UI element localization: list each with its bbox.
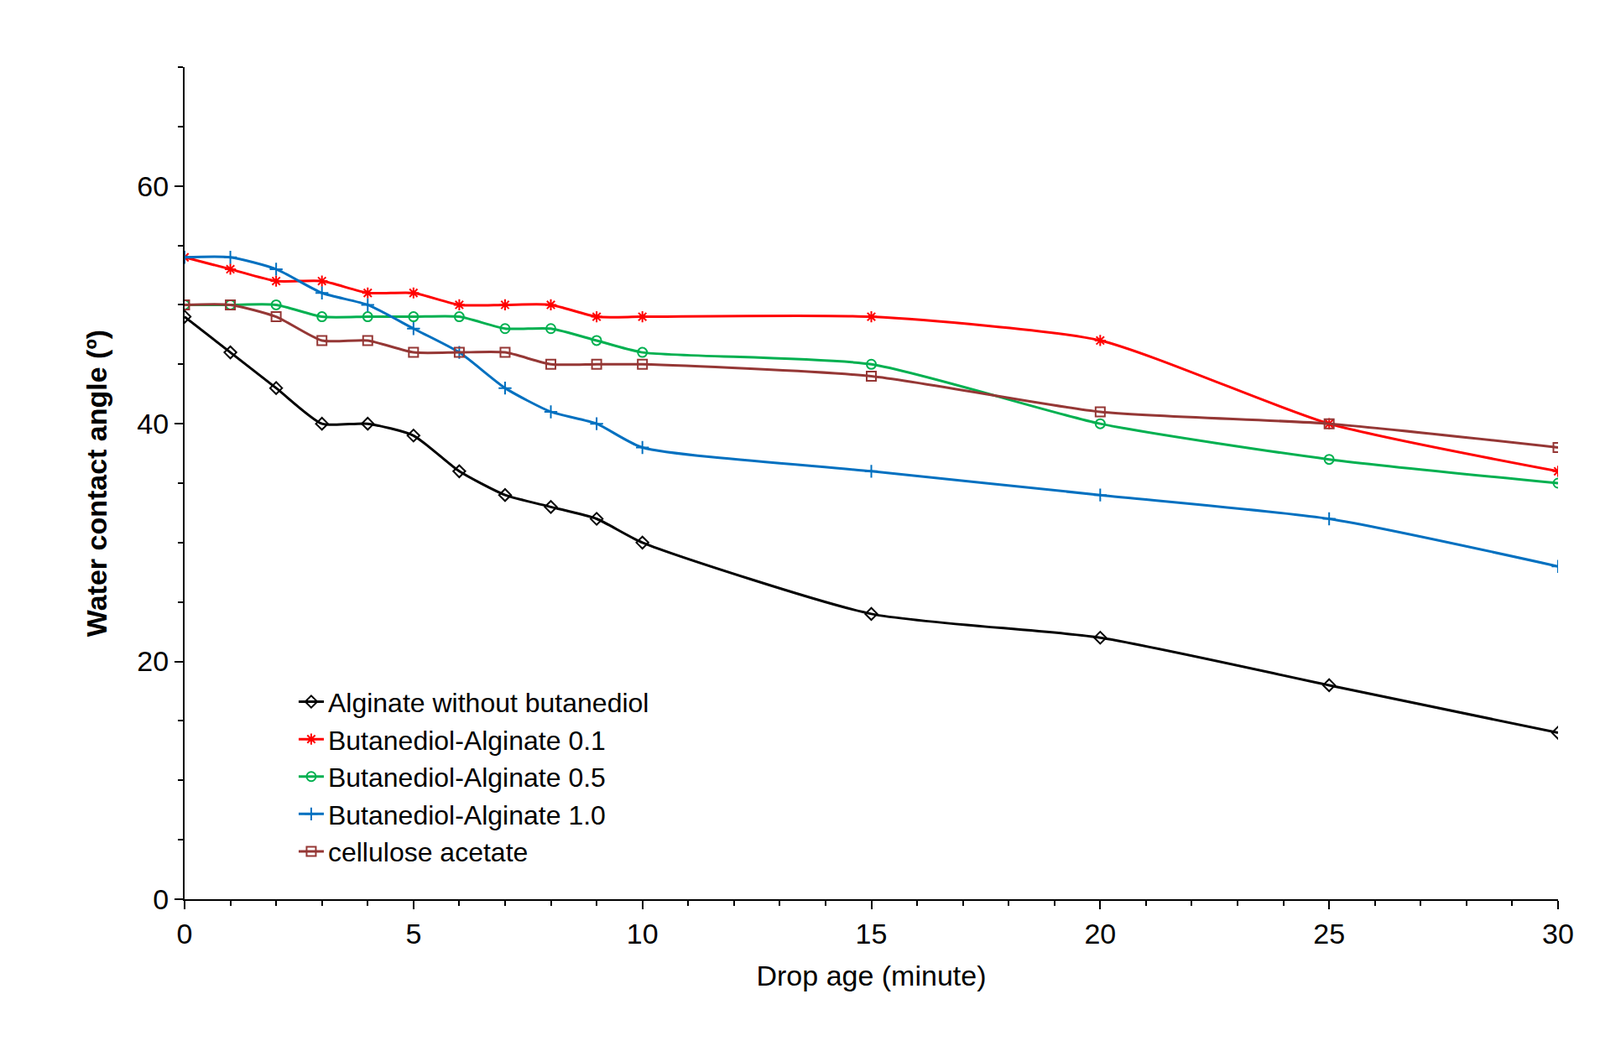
svg-text:60: 60 — [136, 170, 169, 203]
svg-text:25: 25 — [1313, 917, 1345, 950]
svg-text:Butanediol-Alginate 0.1: Butanediol-Alginate 0.1 — [328, 725, 606, 756]
svg-text:20: 20 — [136, 645, 169, 678]
svg-text:0: 0 — [152, 883, 169, 916]
svg-text:Butanediol-Alginate 0.5: Butanediol-Alginate 0.5 — [328, 762, 606, 793]
svg-text:cellulose acetate: cellulose acetate — [328, 837, 528, 868]
svg-text:Water contact angle (º): Water contact angle (º) — [80, 329, 113, 637]
svg-text:30: 30 — [1542, 917, 1574, 950]
svg-text:0: 0 — [177, 917, 193, 950]
svg-text:10: 10 — [626, 917, 659, 950]
svg-text:40: 40 — [136, 407, 169, 440]
svg-text:Alginate without butanediol: Alginate without butanediol — [328, 687, 649, 719]
svg-text:Drop age (minute): Drop age (minute) — [755, 959, 986, 992]
svg-text:Butanediol-Alginate 1.0: Butanediol-Alginate 1.0 — [328, 800, 606, 831]
svg-text:5: 5 — [405, 917, 422, 950]
svg-text:20: 20 — [1084, 917, 1116, 950]
svg-text:15: 15 — [855, 917, 888, 950]
